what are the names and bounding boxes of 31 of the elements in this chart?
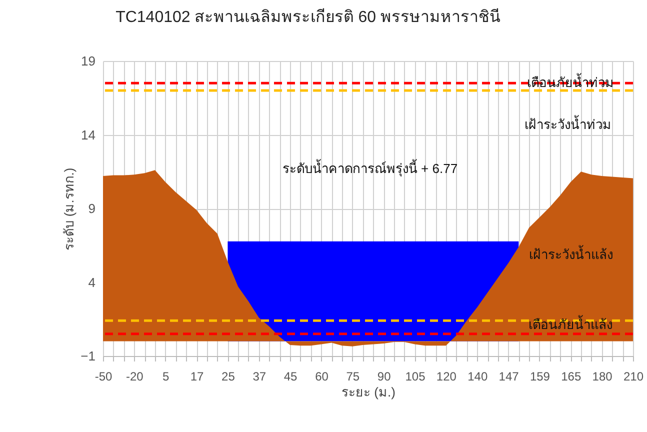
x-tick-label: 180 <box>592 370 613 384</box>
y-tick-label: −1 <box>80 348 96 364</box>
x-tick-label: 165 <box>561 370 582 384</box>
x-tick-label: 5 <box>162 370 170 384</box>
x-tick-label: 210 <box>623 370 644 384</box>
x-tick-label: 25 <box>222 370 236 384</box>
y-tick-label: 14 <box>81 127 96 142</box>
annotation: เตือนภัยน้ำท่วม <box>527 73 614 90</box>
x-tick-label: 140 <box>468 370 488 384</box>
x-tick-label: 60 <box>315 370 329 384</box>
x-tick-label: 120 <box>436 370 457 384</box>
x-tick-label: 159 <box>530 370 550 384</box>
x-tick-label: 90 <box>377 370 392 384</box>
x-tick-label: 17 <box>190 370 204 384</box>
x-tick-label: -20 <box>126 370 144 384</box>
y-tick-label: 9 <box>88 201 96 216</box>
x-tick-label: 37 <box>252 370 266 384</box>
chart-title: TC140102 สะพานเฉลิมพระเกียรติ 60 พรรษามหาราชินี <box>116 8 500 26</box>
y-axis-title: ระดับ (ม.รทก.) <box>62 168 77 250</box>
x-tick-label: 75 <box>346 370 360 384</box>
y-tick-label: 4 <box>88 274 96 290</box>
x-axis-title: ระยะ (ม.) <box>342 384 396 400</box>
x-tick-label: -50 <box>94 370 112 384</box>
annotation: เฝ้าระวังน้ำท่วม <box>524 115 612 132</box>
x-tick-label: 45 <box>284 370 298 384</box>
annotation: เตือนภัยน้ำแล้ง <box>528 315 613 332</box>
annotation: เฝ้าระวังน้ำแล้ง <box>529 245 613 262</box>
y-tick-label: 19 <box>81 54 96 68</box>
annotation: ระดับน้ำคาดการณ์พรุ่งนี้ + 6.77 <box>282 159 458 177</box>
x-tick-label: 147 <box>498 370 520 384</box>
x-tick-label: 105 <box>405 370 426 384</box>
